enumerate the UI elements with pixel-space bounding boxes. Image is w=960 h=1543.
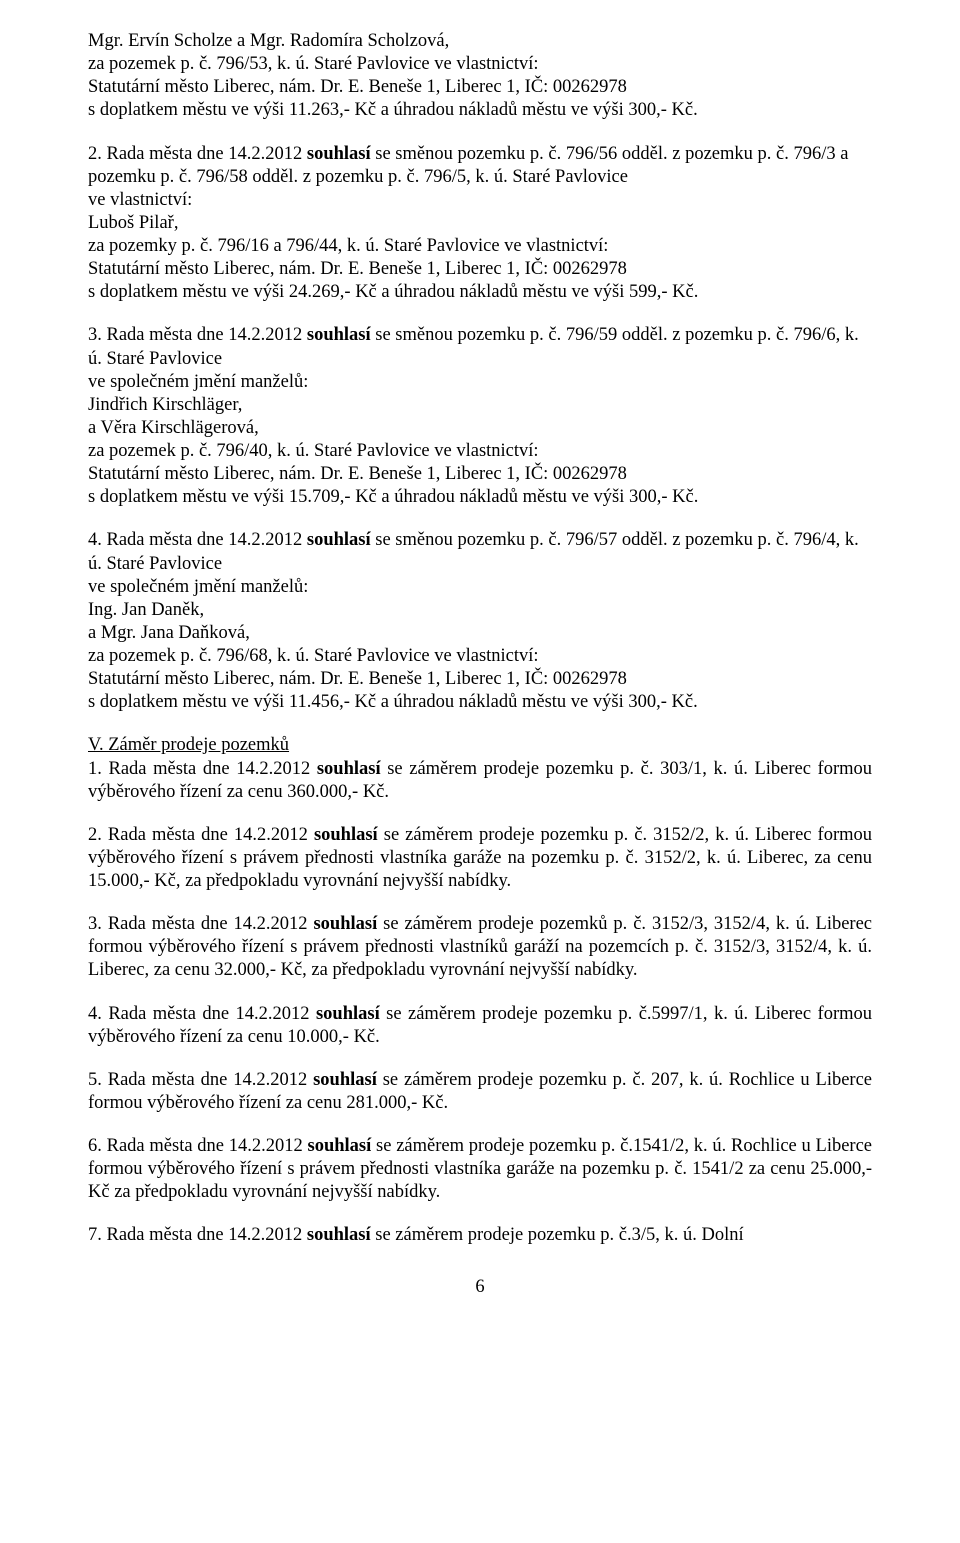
- text: Ing. Jan Daněk,: [88, 600, 204, 620]
- text: Statutární město Liberec, nám. Dr. E. Be…: [88, 77, 627, 97]
- bold-word: souhlasí: [308, 1136, 372, 1156]
- text: 7. Rada města dne 14.2.2012: [88, 1225, 307, 1245]
- section-v-item-6: 6. Rada města dne 14.2.2012 souhlasí se …: [88, 1135, 872, 1204]
- text: Mgr. Ervín Scholze a Mgr. Radomíra Schol…: [88, 31, 449, 51]
- bold-word: souhlasí: [307, 530, 371, 550]
- text: ve společném jmění manželů:: [88, 372, 308, 392]
- text: 2. Rada města dne 14.2.2012: [88, 825, 314, 845]
- text: a Věra Kirschlägerová,: [88, 418, 259, 438]
- bold-word: souhlasí: [307, 325, 371, 345]
- paragraph-4: 4. Rada města dne 14.2.2012 souhlasí se …: [88, 529, 872, 714]
- text: se záměrem prodeje pozemku p. č.3/5, k. …: [371, 1225, 744, 1245]
- text: za pozemek p. č. 796/53, k. ú. Staré Pav…: [88, 54, 539, 74]
- bold-word: souhlasí: [316, 1004, 380, 1024]
- text: 2. Rada města dne 14.2.2012: [88, 144, 307, 164]
- bold-word: souhlasí: [317, 759, 381, 779]
- section-v-item-3: 3. Rada města dne 14.2.2012 souhlasí se …: [88, 913, 872, 982]
- section-v-item-2: 2. Rada města dne 14.2.2012 souhlasí se …: [88, 824, 872, 893]
- bold-word: souhlasí: [313, 914, 377, 934]
- section-v-item-7: 7. Rada města dne 14.2.2012 souhlasí se …: [88, 1224, 872, 1247]
- section-v-item-4: 4. Rada města dne 14.2.2012 souhlasí se …: [88, 1003, 872, 1049]
- section-heading: V. Záměr prodeje pozemků: [88, 734, 872, 757]
- text: za pozemek p. č. 796/68, k. ú. Staré Pav…: [88, 646, 539, 666]
- text: s doplatkem městu ve výši 24.269,- Kč a …: [88, 282, 698, 302]
- text: Statutární město Liberec, nám. Dr. E. Be…: [88, 669, 627, 689]
- text: 4. Rada města dne 14.2.2012: [88, 530, 307, 550]
- text: za pozemky p. č. 796/16 a 796/44, k. ú. …: [88, 236, 608, 256]
- page-number: 6: [88, 1276, 872, 1299]
- paragraph-1: Mgr. Ervín Scholze a Mgr. Radomíra Schol…: [88, 30, 872, 123]
- text: ve vlastnictví:: [88, 190, 192, 210]
- text: Statutární město Liberec, nám. Dr. E. Be…: [88, 259, 627, 279]
- section-v-item-5: 5. Rada města dne 14.2.2012 souhlasí se …: [88, 1069, 872, 1115]
- text: Jindřich Kirschläger,: [88, 395, 242, 415]
- bold-word: souhlasí: [307, 144, 371, 164]
- bold-word: souhlasí: [313, 1070, 377, 1090]
- text: 3. Rada města dne 14.2.2012: [88, 914, 313, 934]
- section-v-item-1: 1. Rada města dne 14.2.2012 souhlasí se …: [88, 758, 872, 804]
- text: 3. Rada města dne 14.2.2012: [88, 325, 307, 345]
- text: za pozemek p. č. 796/40, k. ú. Staré Pav…: [88, 441, 539, 461]
- text: Luboš Pilař,: [88, 213, 178, 233]
- text: Statutární město Liberec, nám. Dr. E. Be…: [88, 464, 627, 484]
- heading-text: V. Záměr prodeje pozemků: [88, 735, 289, 755]
- section-v: V. Záměr prodeje pozemků 1. Rada města d…: [88, 734, 872, 1247]
- text: 5. Rada města dne 14.2.2012: [88, 1070, 313, 1090]
- paragraph-3: 3. Rada města dne 14.2.2012 souhlasí se …: [88, 324, 872, 509]
- text: ve společném jmění manželů:: [88, 577, 308, 597]
- text: a Mgr. Jana Daňková,: [88, 623, 250, 643]
- text: s doplatkem městu ve výši 15.709,- Kč a …: [88, 487, 698, 507]
- text: 6. Rada města dne 14.2.2012: [88, 1136, 308, 1156]
- text: s doplatkem městu ve výši 11.263,- Kč a …: [88, 100, 698, 120]
- bold-word: souhlasí: [314, 825, 378, 845]
- text: 1. Rada města dne 14.2.2012: [88, 759, 317, 779]
- bold-word: souhlasí: [307, 1225, 371, 1245]
- paragraph-2: 2. Rada města dne 14.2.2012 souhlasí se …: [88, 143, 872, 305]
- text: s doplatkem městu ve výši 11.456,- Kč a …: [88, 692, 698, 712]
- text: 4. Rada města dne 14.2.2012: [88, 1004, 316, 1024]
